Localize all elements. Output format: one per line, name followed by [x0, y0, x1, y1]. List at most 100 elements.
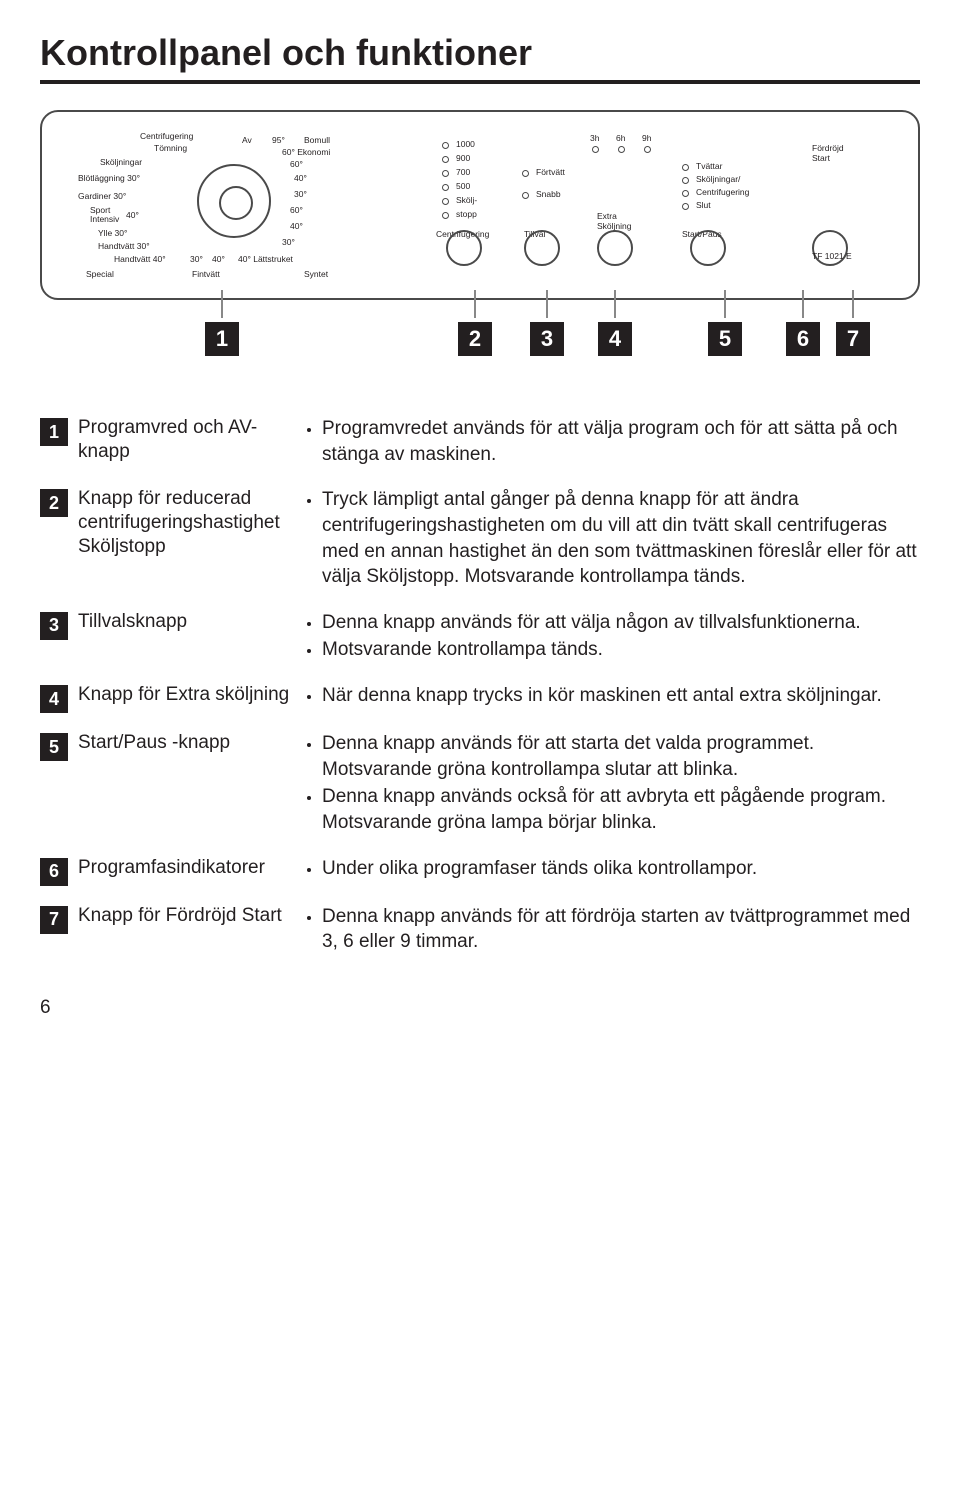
legend-description: Under olika programfaser tänds olika kon…	[300, 856, 920, 886]
panel-label: 1000	[456, 140, 475, 149]
panel-label: Skölj-	[456, 196, 477, 205]
led-indicator	[682, 203, 689, 210]
legend-title: Start/Paus -knapp	[78, 731, 238, 838]
legend-badge: 7	[40, 906, 68, 934]
legend-table: 1Programvred och AV-knappProgramvredet a…	[40, 416, 920, 957]
panel-label: 60°	[290, 206, 303, 215]
legend-row: 5 Start/Paus -knapp Denna knapp används fö…	[40, 731, 920, 838]
panel-label: 40°	[294, 174, 307, 183]
mini-button	[690, 230, 726, 266]
panel-label: 500	[456, 182, 470, 191]
panel-label: Förtvätt	[536, 168, 565, 177]
led-indicator	[644, 146, 651, 153]
panel-label: Tvättar	[696, 162, 722, 171]
legend-point: Denna knapp används också för att avbryt…	[322, 784, 920, 835]
led-indicator	[442, 184, 449, 191]
callout-leader	[474, 290, 476, 318]
led-indicator	[442, 142, 449, 149]
panel-label: Sköljningar/	[696, 175, 740, 184]
panel-label: 95°	[272, 136, 285, 145]
legend-description: Denna knapp används för att fördröja sta…	[300, 904, 920, 957]
panel-label: stopp	[456, 210, 477, 219]
panel-label: 900	[456, 154, 470, 163]
callout-leader	[724, 290, 726, 318]
panel-label: Fördröjd	[812, 144, 844, 153]
panel-label: 30°	[190, 255, 203, 264]
panel-label: Handtvätt 40°	[114, 255, 166, 264]
callout-leader	[221, 290, 223, 318]
panel-label: Extra	[597, 212, 617, 221]
panel-label: Sköljningar	[100, 158, 142, 167]
callout-badge: 1	[205, 322, 239, 356]
panel-label: Intensiv	[90, 215, 119, 224]
legend-badge: 3	[40, 612, 68, 640]
callout-badge: 3	[530, 322, 564, 356]
control-panel-illustration: Centrifugering Tömning Sköljningar Blötlägg…	[40, 110, 920, 300]
title-divider	[40, 80, 920, 84]
legend-description: Programvredet används för att välja prog…	[300, 416, 920, 469]
legend-description: Denna knapp används för att starta det v…	[300, 731, 920, 838]
panel-label: 40°	[290, 222, 303, 231]
legend-row: 7Knapp för Fördröjd StartDenna knapp anv…	[40, 904, 920, 957]
legend-point: Programvredet används för att välja prog…	[322, 416, 920, 467]
legend-title: Knapp för reducerad centrifugeringshasti…	[78, 487, 300, 592]
panel-label: Start	[812, 154, 830, 163]
legend-badge: 6	[40, 858, 68, 886]
page-title: Kontrollpanel och funktioner	[40, 32, 920, 74]
mini-button	[597, 230, 633, 266]
legend-description: När denna knapp trycks in kör maskinen e…	[300, 683, 920, 713]
panel-label: Fintvätt	[192, 270, 220, 279]
panel-label: Syntet	[304, 270, 328, 279]
panel-label: 40° Lättstruket	[238, 255, 293, 264]
legend-badge: 1	[40, 418, 68, 446]
led-indicator	[522, 192, 529, 199]
panel-label: 60° Ekonomi	[282, 148, 330, 157]
legend-badge: 4	[40, 685, 68, 713]
callout-leader	[852, 290, 854, 318]
panel-label: Snabb	[536, 190, 561, 199]
panel-label: 6h	[616, 134, 625, 143]
callout-leader	[614, 290, 616, 318]
legend-point: Motsvarande kontrollampa tänds.	[322, 637, 920, 663]
legend-row: 3TillvalsknappDenna knapp används för at…	[40, 610, 920, 665]
panel-label: 40°	[126, 211, 139, 220]
panel-label: Tömning	[154, 144, 187, 153]
callout-badge: 6	[786, 322, 820, 356]
legend-row: 4Knapp för Extra sköljningNär denna knap…	[40, 683, 920, 713]
legend-point: Denna knapp används för att fördröja sta…	[322, 904, 920, 955]
panel-label: Centrifugering	[140, 132, 193, 141]
panel-label: 9h	[642, 134, 651, 143]
legend-point: Tryck lämpligt antal gånger på denna kna…	[322, 487, 920, 590]
legend-point: Denna knapp används för att välja någon …	[322, 610, 920, 636]
panel-label: Av	[242, 136, 252, 145]
callout-badge: 4	[598, 322, 632, 356]
led-indicator	[682, 164, 689, 171]
panel-label: 60°	[290, 160, 303, 169]
legend-badge: 5	[40, 733, 68, 761]
callout-badge: 2	[458, 322, 492, 356]
panel-label: Blötläggning 30°	[78, 174, 140, 183]
legend-row: 2Knapp för reducerad centrifugeringshast…	[40, 487, 920, 592]
legend-description: Denna knapp används för att välja någon …	[300, 610, 920, 665]
led-indicator	[442, 198, 449, 205]
panel-label: Bomull	[304, 136, 330, 145]
led-indicator	[592, 146, 599, 153]
panel-label: 40°	[212, 255, 225, 264]
panel-label: Handtvätt 30°	[98, 242, 150, 251]
panel-label: 3h	[590, 134, 599, 143]
callout-row: 1 2 34 5 67	[40, 318, 920, 378]
callout-badge: 5	[708, 322, 742, 356]
legend-title: Programfasindikatorer	[78, 856, 273, 886]
panel-label: 700	[456, 168, 470, 177]
panel-label: TF 1021 E	[812, 252, 852, 261]
legend-row: 1Programvred och AV-knappProgramvredet a…	[40, 416, 920, 469]
panel-label: Ylle 30°	[98, 229, 127, 238]
program-dial	[197, 164, 271, 238]
led-indicator	[522, 170, 529, 177]
legend-point: När denna knapp trycks in kör maskinen e…	[322, 683, 920, 709]
callout-badge: 7	[836, 322, 870, 356]
panel-label: Special	[86, 270, 114, 279]
panel-label: Slut	[696, 201, 711, 210]
legend-row: 6 Programfasindikatorer Under olika progra…	[40, 856, 920, 886]
mini-button	[446, 230, 482, 266]
